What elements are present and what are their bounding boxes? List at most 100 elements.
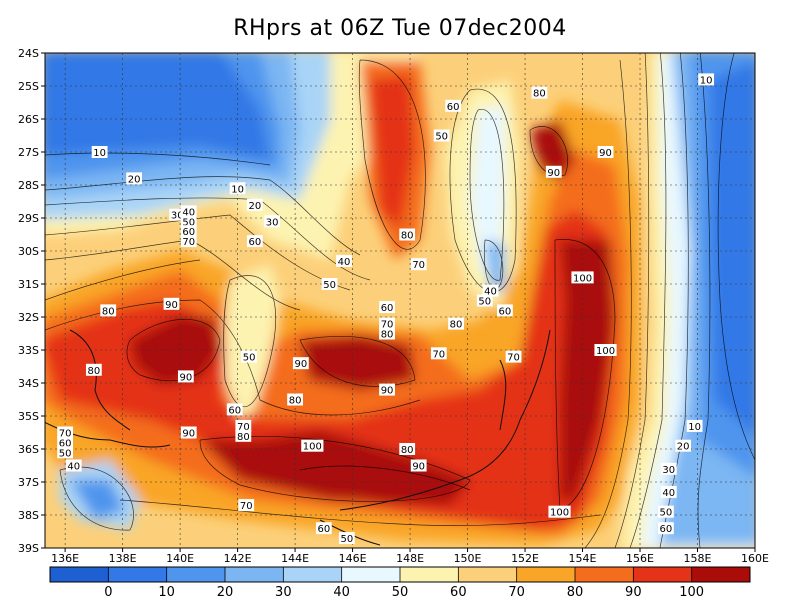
latitude-axis: 24S 25S 26S 27S 28S 29S 30S 31S 32S 33S 34S 35S 36S 3… [18,47,45,555]
contour-label: 80 [401,231,414,242]
contour-label: 10 [231,184,244,195]
latitude-label: 37S [18,476,39,489]
contour-label-box [226,403,243,416]
latitude-label: 34S [18,377,39,390]
contour-label-box [315,522,332,535]
contour-label: 50 [59,448,72,459]
contour-label: 50 [182,217,195,228]
contour-label: 20 [677,442,690,453]
contour-label: 20 [248,201,261,212]
contour-label: 80 [381,330,394,341]
contour-label: 60 [248,237,261,248]
contour-label-box [57,436,74,449]
contour-label: 90 [599,148,612,159]
colorbar-label: 70 [508,585,525,600]
contour-label-box [126,172,143,185]
contour-label-box [531,86,548,99]
contour-label: 60 [447,102,460,113]
colorbar-swatch [50,567,109,582]
contour-label-box [180,235,197,248]
contour-label-box [336,254,352,267]
contour-label-box [660,485,677,498]
contour-label-box [448,317,464,330]
longitude-label: 156E [626,552,654,565]
contour-label: 70 [182,237,195,248]
colorbar-swatch [458,567,518,582]
longitude-label: 136E [51,552,79,565]
longitude-axis: 136E 138E 140E 142E 144E 146E 148E 150E 152E 154E… [51,548,769,565]
colorbar-swatch [283,567,343,582]
contour-label: 70 [240,501,253,512]
contour-label: 90 [165,300,178,311]
contour-label: 90 [179,372,192,383]
contour-label: 60 [381,303,394,314]
longitude-label: 140E [166,552,194,565]
contour-label-box [91,146,108,158]
colorbar-swatch [633,567,693,582]
humidity-field [45,53,755,548]
contour-label-box [698,73,715,86]
contour-label-box [399,228,416,241]
contour-label: 70 [412,260,425,271]
longitude-label: 148E [396,552,424,565]
contour-label-box [410,459,427,472]
colorbar-swatch [400,567,459,582]
contour-label-box [338,532,355,545]
contour-label: 80 [289,396,302,407]
longitude-label: 160E [741,552,769,565]
contour-label: 80 [102,306,115,317]
colorbar-label: 90 [625,585,642,600]
contour-label: 10 [688,422,701,433]
contour-label-box [379,327,395,340]
contour-label: 100 [550,508,569,519]
latitude-label: 35S [18,410,39,423]
contour-label: 20 [128,174,141,185]
contour-label-box [379,301,395,314]
contour-label-box [287,393,303,406]
contour-label-box [445,99,462,112]
contour-label: 30 [266,217,279,228]
contour-label: 90 [412,462,425,473]
latitude-label: 38S [18,509,39,522]
contour-label-box [433,129,450,142]
contour-label-box [545,165,562,178]
contour-label: 70 [59,429,72,440]
contour-label: 60 [59,438,72,449]
contour-label-box [246,198,263,211]
contour-label: 100 [573,273,592,284]
contour-label-box [57,446,74,459]
contour-label-box [571,271,594,284]
longitude-label: 144E [281,552,309,565]
contour-label: 90 [381,386,394,397]
contour-label: 60 [317,524,330,535]
contour-label-box [594,344,617,356]
colorbar-label: 20 [217,585,234,600]
contour-label: 100 [596,346,615,357]
contour-label-box [180,205,197,218]
contour-label-box [180,225,197,238]
colorbar-swatch [691,567,751,582]
contour-label-box [180,426,197,439]
contour-label: 80 [87,366,100,377]
contour-label-box [163,297,180,310]
contour-label: 40 [484,287,497,298]
contour-label: 40 [182,207,195,218]
contour-label-box [686,419,703,432]
contour-label: 90 [294,359,307,370]
contour-label-box [241,350,257,363]
colorbar-label: 0 [104,585,112,600]
colorbar-label: 60 [450,585,467,600]
contour-label-box [177,370,194,383]
colorbar: 0 10 20 30 40 50 60 70 80 90 100 [49,566,751,600]
contour-label-box [657,505,674,518]
map-title: RHprs at 06Z Tue 07dec2004 [233,16,567,41]
contour-label-box [65,459,82,472]
latitude-label: 30S [18,245,39,258]
longitude-label: 150E [454,552,482,565]
colorbar-label: 30 [275,585,292,600]
contour-label-box [238,499,255,512]
latitude-label: 28S [18,179,39,192]
contour-label: 60 [660,524,673,535]
latitude-label: 39S [18,542,39,555]
